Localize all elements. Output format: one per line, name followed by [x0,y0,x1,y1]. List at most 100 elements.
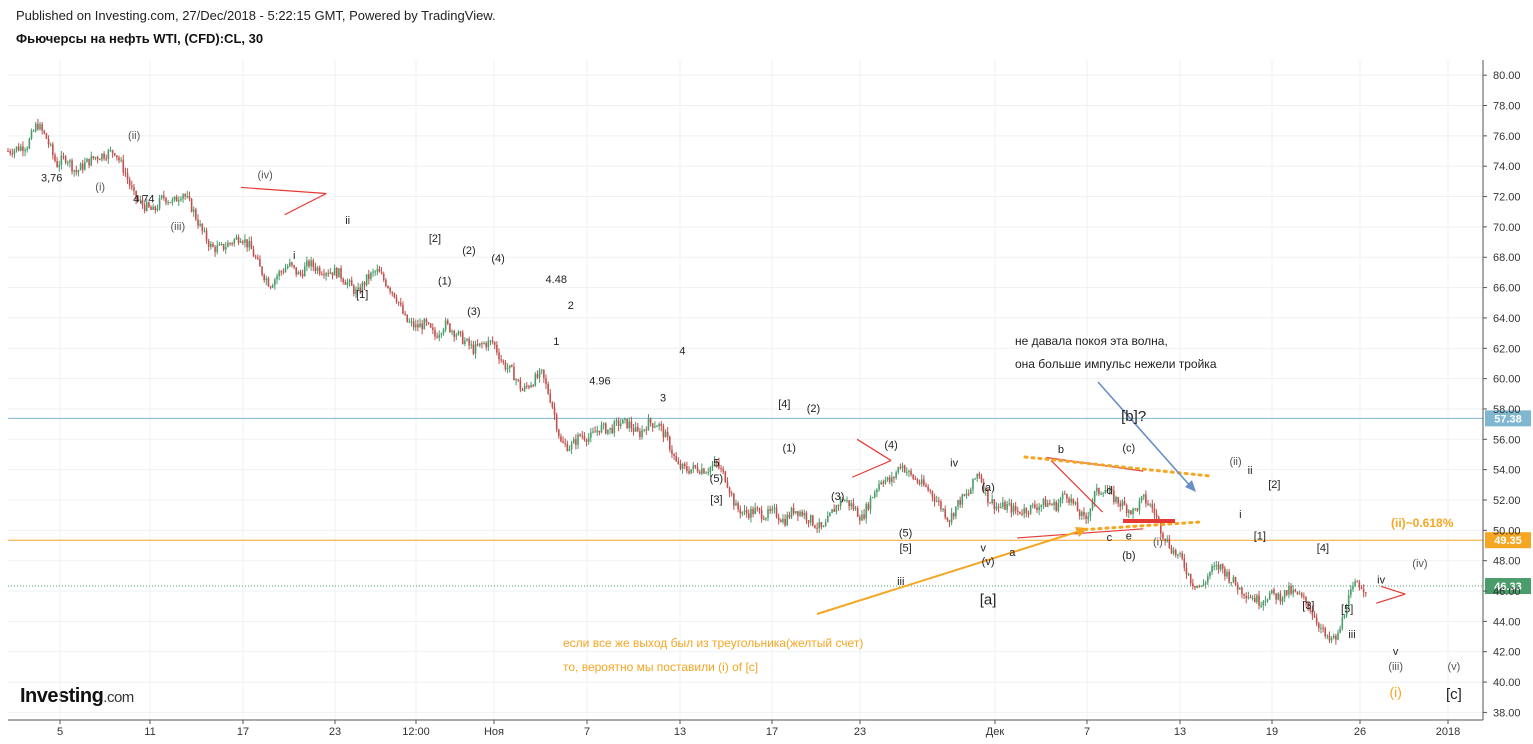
candle-body [910,470,912,475]
candle-body [1149,504,1151,506]
candle-body [54,154,56,162]
candle-body [555,414,558,430]
candle-body [903,465,906,473]
candle-body [303,266,306,277]
trend-line [1380,585,1406,595]
wave-label: (1) [782,442,795,454]
candle-body [790,507,793,518]
candle-body [739,509,742,514]
candle-body [844,500,846,502]
candle-body [756,507,759,509]
wave-label: (4) [491,253,504,265]
candle-body [385,279,387,287]
wave-label: (iv) [1412,558,1427,570]
candle-body [899,467,902,469]
candle-body [1128,510,1130,514]
wave-label: (ii) [1229,456,1241,468]
candle-body [669,436,671,450]
candle-body [203,230,206,232]
candle-body [1115,497,1117,503]
candle-body [1241,587,1243,595]
candle-body [615,420,618,422]
candle-body [799,511,801,516]
candle-body [340,268,342,279]
candle-body [124,172,127,174]
candle-body [566,443,569,451]
candle-body [1271,589,1273,594]
candle-body [718,462,720,468]
candle-body [1172,550,1175,554]
candle-body [432,327,434,330]
trend-line [852,460,892,478]
candle-body [1189,573,1192,584]
candle-body [289,262,291,267]
candle-body [1049,503,1051,505]
x-tick-label: 17 [237,726,249,738]
candle-body [218,244,221,246]
candle-body [568,449,571,451]
candle-body [995,506,998,510]
candle-body [69,160,71,163]
candle-body [137,199,140,201]
candle-body [1085,515,1087,519]
candle-body [649,418,652,424]
x-tick-label: Дек [986,726,1005,738]
candle-body [404,313,406,315]
candle-body [873,492,876,498]
candle-body [1285,590,1288,595]
candle-body [1138,500,1141,511]
candle-body [543,369,545,379]
candle-body [534,374,537,386]
annotation-notes: не давала покоя эта волна, она больше им… [563,334,1454,674]
candle-body [1198,585,1201,587]
logo-main: Investing [20,685,104,707]
wave-label: iv [1377,574,1385,586]
wave-label: (2) [462,245,475,257]
candle-body [1360,587,1363,590]
candle-body [60,155,63,166]
candle-body [256,257,259,260]
candle-body [502,360,505,363]
candle-body [297,272,300,275]
candle-body [886,477,889,481]
candle-body [118,157,120,161]
candle-body [880,482,882,485]
candle-body [617,420,620,426]
candle-body [1219,564,1222,570]
candle-body [13,149,16,155]
candle-body [908,470,910,472]
candle-body [395,297,398,302]
candle-body [1040,504,1043,507]
candle-body [1335,635,1337,640]
candle-body [1072,498,1075,504]
candle-body [752,508,754,514]
candle-body [1121,501,1124,507]
candle-body [244,239,246,243]
candle-body [980,476,983,482]
candle-body [350,280,353,286]
wave-label: [4] [778,398,790,410]
blue-arrow-shaft [1097,381,1193,489]
candle-body [1181,553,1183,559]
wave-label: v [1393,646,1399,658]
candle-body [301,273,304,277]
candle-body [1046,503,1049,507]
candle-body [801,511,803,516]
candle-body [920,479,923,484]
candle-body [1132,508,1134,515]
wave-label: 4 [679,345,685,357]
x-tick-label: 26 [1354,726,1366,738]
candle-body [333,267,336,276]
candle-body [557,429,560,437]
wave-label: (a) [981,482,994,494]
candle-body [425,319,428,323]
candlestick-series [7,118,1367,645]
candle-body [816,527,818,529]
candle-body [1016,510,1019,512]
candle-body [1337,632,1339,640]
instrument-title: Фьючерсы на нефть WTI, (CFD):CL, 30 [16,31,264,46]
candle-body [1034,504,1036,508]
wave-label: [5] [1341,603,1353,615]
wave-label: i [1239,509,1241,521]
